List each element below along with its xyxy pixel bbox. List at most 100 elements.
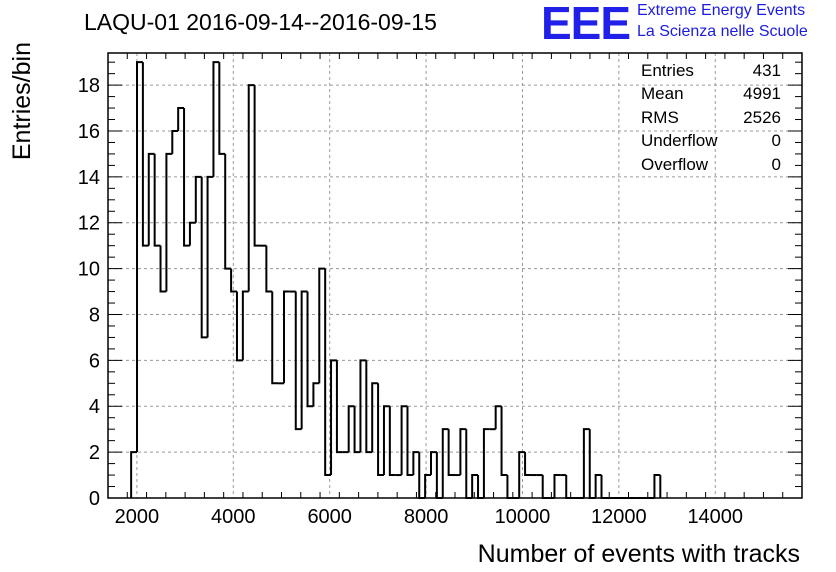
histogram-bin (600, 475, 608, 499)
histogram-bin (177, 107, 185, 131)
x-tick-label: 8000 (404, 506, 449, 528)
histogram-bin (412, 451, 420, 476)
eee-logo: EEE (541, 0, 631, 49)
stats-value: 0 (771, 154, 781, 174)
x-tick-label: 4000 (211, 506, 256, 528)
histogram-bin (388, 406, 396, 477)
histogram-bin (429, 451, 437, 476)
histogram-bin (312, 382, 320, 407)
histogram-bin (447, 429, 455, 477)
histogram-bin (224, 153, 232, 270)
histogram-bin (265, 245, 273, 293)
histogram-bin (330, 359, 337, 476)
histogram-bin (141, 62, 149, 247)
histogram-bin (300, 290, 308, 430)
histogram-bin (253, 85, 261, 247)
histogram-bin (306, 291, 314, 408)
x-tick-label: 6000 (307, 506, 352, 528)
histogram-bin (353, 406, 361, 454)
stats-label: Underflow (641, 131, 718, 151)
histogram-bin (230, 268, 237, 293)
histogram-bin (382, 405, 390, 476)
stats-label: Overflow (641, 154, 709, 174)
histogram-bin (500, 406, 508, 477)
histogram-bin (459, 428, 467, 476)
histogram-bin (153, 153, 161, 247)
stats-label: RMS (641, 107, 679, 127)
y-tick-label: 0 (89, 488, 100, 510)
histogram-bin (565, 475, 573, 499)
y-tick-label: 12 (78, 213, 100, 235)
histogram-bin (400, 405, 408, 476)
histogram-bin (247, 84, 255, 292)
y-tick-label: 18 (78, 75, 100, 97)
histogram-bin (582, 428, 590, 498)
histogram-bin (371, 382, 379, 453)
y-tick-label: 10 (78, 259, 100, 281)
histogram-bin (159, 245, 167, 293)
statistics-box: Entries 431 Mean 4991 RMS 2526 Underflow… (641, 59, 781, 176)
stats-value: 2526 (743, 107, 781, 127)
histogram-bin (188, 221, 196, 246)
histogram-bin (130, 451, 138, 498)
histogram-bin (235, 291, 243, 362)
histogram-bin (212, 61, 220, 177)
histogram-bin (377, 383, 384, 477)
stats-row-overflow: Overflow 0 (641, 153, 781, 176)
stats-value: 0 (771, 131, 781, 151)
histogram-bin (147, 152, 155, 246)
x-tick-label: 12000 (591, 506, 647, 528)
histogram-bin (318, 267, 326, 384)
histogram-bin (359, 359, 367, 453)
histogram-bin (218, 62, 226, 155)
stats-label: Mean (641, 84, 684, 104)
histogram-bin (424, 474, 431, 498)
histogram-bin (136, 61, 143, 453)
stats-label: Entries (641, 61, 694, 80)
histogram-bin (553, 474, 561, 498)
chart-title: LAQU-01 2016-09-14--2016-09-15 (84, 9, 437, 35)
histogram-bin (494, 405, 502, 430)
y-tick-label: 8 (89, 304, 100, 326)
logo-subtitle-line-1: Extreme Energy Events (637, 2, 806, 19)
histogram-bin (347, 405, 355, 453)
y-tick-label: 4 (89, 396, 100, 418)
histogram-bin (524, 452, 531, 477)
histogram-bin (206, 175, 214, 338)
histogram-bin (171, 129, 179, 154)
y-tick-label: 2 (89, 442, 100, 464)
histogram-bin (271, 291, 279, 385)
y-tick-label: 14 (78, 167, 100, 189)
histogram-bin (165, 152, 173, 292)
stats-row-mean: Mean 4991 (641, 82, 781, 105)
y-tick-label: 16 (78, 121, 100, 143)
x-axis-label: Number of events with tracks (478, 540, 800, 568)
histogram-bin (482, 428, 490, 498)
stats-row-rms: RMS 2526 (641, 106, 781, 129)
stats-row-entries: Entries 431 (641, 59, 781, 82)
logo-subtitle-line-2: La Scienza nelle Scuole (637, 23, 808, 40)
histogram-bin (200, 176, 208, 339)
histogram-bin (406, 406, 414, 477)
x-tick-label: 14000 (687, 506, 743, 528)
stats-value: 4991 (743, 84, 781, 104)
histogram-bin (283, 290, 290, 384)
histogram-bin (294, 291, 302, 431)
histogram-bin (241, 290, 249, 361)
histogram-bin (324, 268, 332, 477)
histogram-bin (594, 474, 602, 498)
x-tick-label: 2000 (115, 506, 160, 528)
histogram-bin (653, 474, 661, 498)
histogram-bin (194, 175, 202, 223)
histogram-bin (518, 451, 526, 498)
histogram-bin (441, 428, 449, 498)
stats-row-underflow: Underflow 0 (641, 129, 781, 152)
stats-value: 431 (752, 61, 781, 80)
y-tick-label: 6 (89, 350, 100, 372)
x-tick-label: 10000 (495, 506, 551, 528)
histogram-bin (471, 474, 479, 498)
y-axis-label: Entries/bin (8, 42, 36, 160)
plot-frame (107, 52, 803, 499)
histogram-bin (365, 360, 373, 454)
